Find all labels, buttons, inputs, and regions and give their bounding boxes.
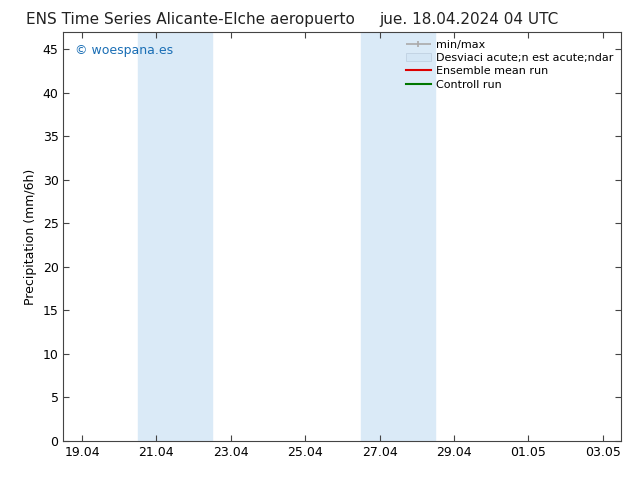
Text: ENS Time Series Alicante-Elche aeropuerto: ENS Time Series Alicante-Elche aeropuert…	[26, 12, 354, 27]
Y-axis label: Precipitation (mm/6h): Precipitation (mm/6h)	[24, 168, 37, 305]
Bar	[361, 32, 436, 441]
Text: jue. 18.04.2024 04 UTC: jue. 18.04.2024 04 UTC	[380, 12, 559, 27]
Bar	[138, 32, 212, 441]
Legend: min/max, Desviaci acute;n est acute;ndar, Ensemble mean run, Controll run: min/max, Desviaci acute;n est acute;ndar…	[402, 35, 618, 94]
Text: © woespana.es: © woespana.es	[75, 44, 172, 57]
